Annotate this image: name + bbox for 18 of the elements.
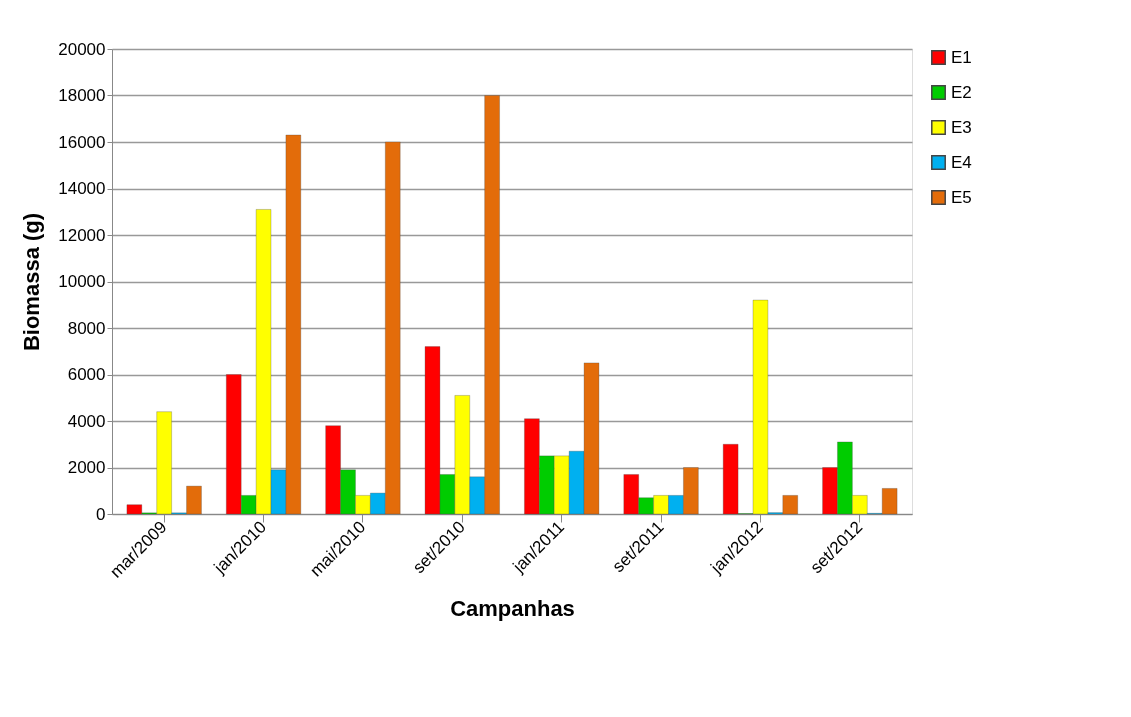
legend-label: E1 xyxy=(951,47,972,67)
legend-label: E2 xyxy=(951,82,972,102)
y-tick-label: 18000 xyxy=(58,86,106,105)
x-axis-title: Campanhas xyxy=(450,595,575,621)
legend-label: E5 xyxy=(951,187,972,207)
y-tick-label: 12000 xyxy=(58,225,106,245)
y-tick-label: 14000 xyxy=(58,179,106,198)
legend-label: E3 xyxy=(951,117,972,137)
y-tick-label: 0 xyxy=(96,504,106,524)
y-tick-label: 20000 xyxy=(58,39,106,59)
y-tick-label: 6000 xyxy=(67,365,106,384)
y-tick-label: 10000 xyxy=(58,272,106,291)
y-axis-title: Biomassa (g) xyxy=(19,212,45,352)
y-tick-label: 2000 xyxy=(67,458,106,477)
y-tick-label: 8000 xyxy=(67,318,106,338)
legend-label: E4 xyxy=(951,152,972,172)
y-tick-label: 16000 xyxy=(58,132,106,152)
y-tick-label: 4000 xyxy=(67,411,106,431)
